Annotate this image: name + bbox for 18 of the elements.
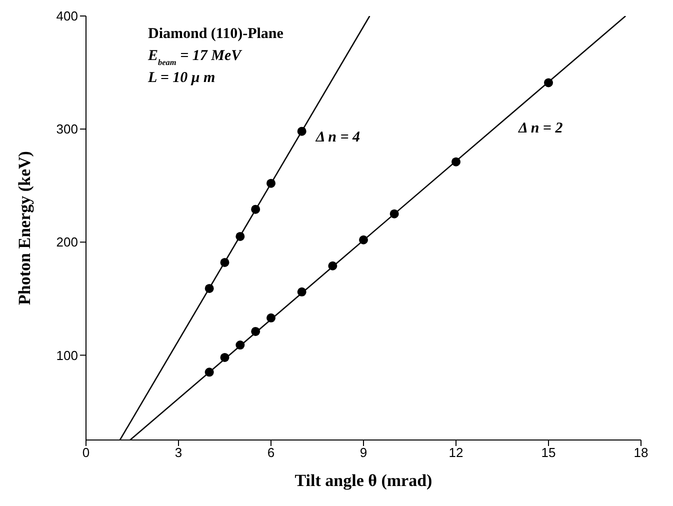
- x-axis-title: Tilt angle θ (mrad): [294, 471, 432, 490]
- x-tick-label: 0: [82, 445, 90, 460]
- x-tick-label: 6: [267, 445, 275, 460]
- annotation: E$_{beam}$ = 17 MeV: [147, 48, 244, 66]
- y-tick-label: 200: [56, 234, 78, 250]
- x-tick-label: 12: [448, 445, 464, 460]
- x-tick-label: 15: [541, 445, 556, 460]
- y-tick-label: 100: [56, 348, 78, 363]
- y-tick-label: 300: [56, 122, 78, 137]
- series-label: Δ n = 4: [314, 129, 361, 146]
- text: Δ n = 2: [518, 120, 564, 137]
- annotation: Diamond (110)-Plane: [148, 26, 284, 42]
- x-tick-label: 9: [360, 445, 368, 460]
- x-tick-label: 3: [174, 445, 182, 460]
- annotation: L = 10 μ m: [147, 70, 216, 86]
- x-tick-label: 18: [634, 445, 648, 460]
- y-axis-title: Photon Energy (keV): [15, 151, 34, 305]
- y-tick-label: 400: [56, 8, 78, 24]
